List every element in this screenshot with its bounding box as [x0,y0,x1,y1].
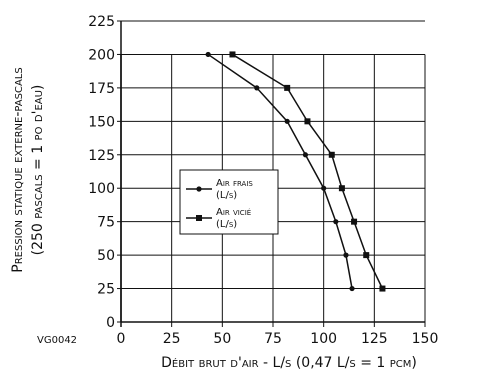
data-point-series-1 [343,252,349,258]
legend: Air frais (L/s) Air vicié (L/s) [179,169,279,235]
data-point-series-2 [328,151,335,158]
data-point-series-2 [363,252,370,259]
data-point-series-2 [351,218,358,225]
x-tick-labels: 0 25 50 75 100 125 150 [117,331,439,347]
x-tick-label: 75 [264,331,282,347]
data-point-series-2 [379,285,386,292]
data-point-series-1 [321,185,327,191]
data-point-series-2 [338,185,345,192]
series-line-2 [232,53,384,289]
y-tick-labels: 0 25 50 75 100 125 150 175 200 225 [88,14,115,331]
data-point-series-2 [304,118,311,125]
legend-marker-series-1 [196,186,202,192]
x-tick-label: 25 [163,331,181,347]
y-tick-label: 75 [97,215,115,231]
y-axis-title-line2: (250 pascals = 1 po d'eau) [30,85,46,256]
x-tick-label: 125 [361,331,388,347]
legend-label-series-2-line1: Air vicié [216,207,251,218]
data-series [205,51,386,292]
legend-label-series-1-line2: (L/s) [216,190,237,201]
y-tick-label: 125 [88,148,115,164]
data-point-series-2 [229,51,236,58]
legend-label-series-1-line1: Air frais [216,178,253,189]
y-tick-label: 25 [97,282,115,298]
data-point-series-1 [205,51,211,58]
data-point-series-1 [302,152,309,158]
data-point-series-1 [284,118,290,124]
y-tick-label: 150 [88,114,115,130]
x-tick-label: 100 [310,331,337,347]
legend-box [179,169,279,235]
x-tick-label: 150 [412,331,439,347]
data-point-series-2 [284,84,291,91]
y-tick-label: 100 [88,181,115,197]
series-line-1 [207,53,353,289]
x-axis-title: Débit brut d'air - L/s (0,47 L/s = 1 pcm… [161,355,417,371]
y-tick-label: 200 [88,47,115,63]
y-axis-title: Pression statique externe-pascals (250 p… [10,67,46,272]
data-point-series-1 [254,85,260,91]
data-point-series-1 [349,285,355,292]
y-tick-label: 225 [88,14,115,30]
y-tick-label: 0 [106,315,115,331]
y-tick-label: 175 [88,81,115,97]
x-tick-label: 0 [117,331,126,347]
data-point-series-1 [333,219,339,225]
x-tick-label: 50 [213,331,231,347]
legend-marker-series-2 [196,215,202,221]
figure-code: VG0042 [37,335,77,346]
y-axis-title-line1: Pression statique externe-pascals [10,67,26,272]
legend-label-series-2-line2: (L/s) [216,219,237,230]
y-tick-label: 50 [97,248,115,264]
